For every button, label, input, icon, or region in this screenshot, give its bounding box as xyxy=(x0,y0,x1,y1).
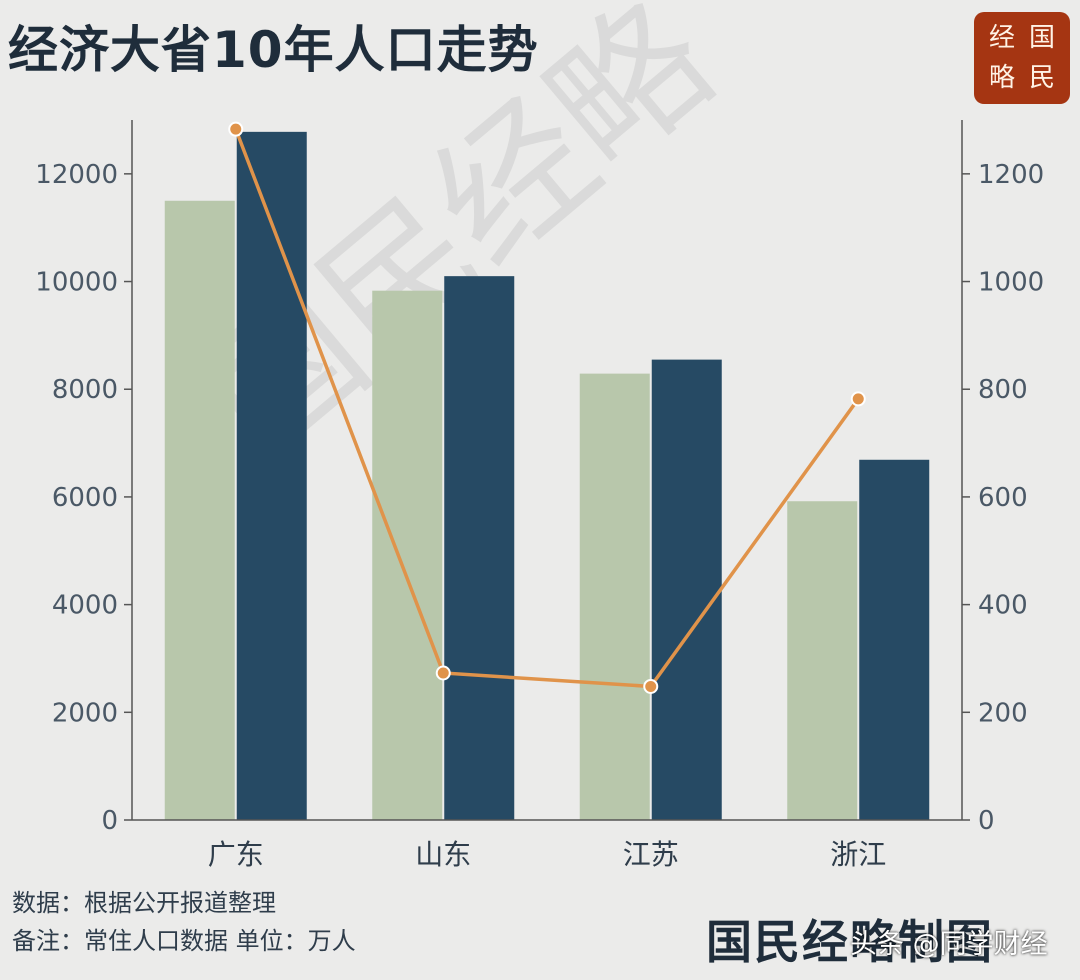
chart-title: 经济大省10年人口走势 xyxy=(8,21,539,79)
category-label: 广东 xyxy=(208,838,264,871)
category-label: 浙江 xyxy=(830,838,886,871)
line-series xyxy=(234,128,860,689)
left-tick-label: 12000 xyxy=(35,160,118,190)
left-tick-label: 4000 xyxy=(52,591,118,621)
right-tick-label: 0 xyxy=(978,806,995,836)
right-tick-label: 600 xyxy=(978,483,1028,513)
seal-char: 略 xyxy=(988,63,1015,93)
chart: 0 2000 4000 6000 8000 10000 12000 0 200 400 600 800… xyxy=(35,120,1044,871)
bar xyxy=(372,290,443,820)
category-label: 江苏 xyxy=(623,838,679,871)
seal-char: 经 xyxy=(988,23,1015,53)
brand-seal: 经 国 略 民 xyxy=(974,12,1070,104)
notes: 数据：根据公开报道整理 备注：常住人口数据 单位：万人 xyxy=(12,884,356,960)
overlay-credit: 头条 @同学财经 xyxy=(850,929,1048,960)
line-point xyxy=(643,678,659,694)
left-tick-label: 6000 xyxy=(52,483,118,513)
bar xyxy=(579,373,650,820)
bar xyxy=(164,200,235,820)
right-tick-label: 1200 xyxy=(978,160,1044,190)
right-tick-label: 400 xyxy=(978,591,1028,621)
source-note: 数据：根据公开报道整理 xyxy=(12,889,276,917)
left-tick-label: 2000 xyxy=(52,698,118,728)
footer-brand: 国民经略制图 xyxy=(706,915,994,969)
seal-char: 国 xyxy=(1028,23,1055,53)
bar xyxy=(651,359,722,820)
bar xyxy=(787,501,858,820)
right-tick-label: 200 xyxy=(978,698,1028,728)
bar xyxy=(444,276,515,821)
left-tick-label: 0 xyxy=(101,806,118,836)
line-point xyxy=(435,665,451,681)
bar xyxy=(236,131,307,820)
right-tick-label: 1000 xyxy=(978,268,1044,298)
seal-char: 民 xyxy=(1028,63,1055,93)
bar xyxy=(859,459,930,820)
left-tick-label: 10000 xyxy=(35,268,118,298)
right-tick-label: 800 xyxy=(978,375,1028,405)
category-label: 山东 xyxy=(415,838,471,871)
left-tick-label: 8000 xyxy=(52,375,118,405)
remark-note: 备注：常住人口数据 单位：万人 xyxy=(12,927,356,955)
line-point xyxy=(228,121,244,137)
line-point xyxy=(850,391,866,407)
